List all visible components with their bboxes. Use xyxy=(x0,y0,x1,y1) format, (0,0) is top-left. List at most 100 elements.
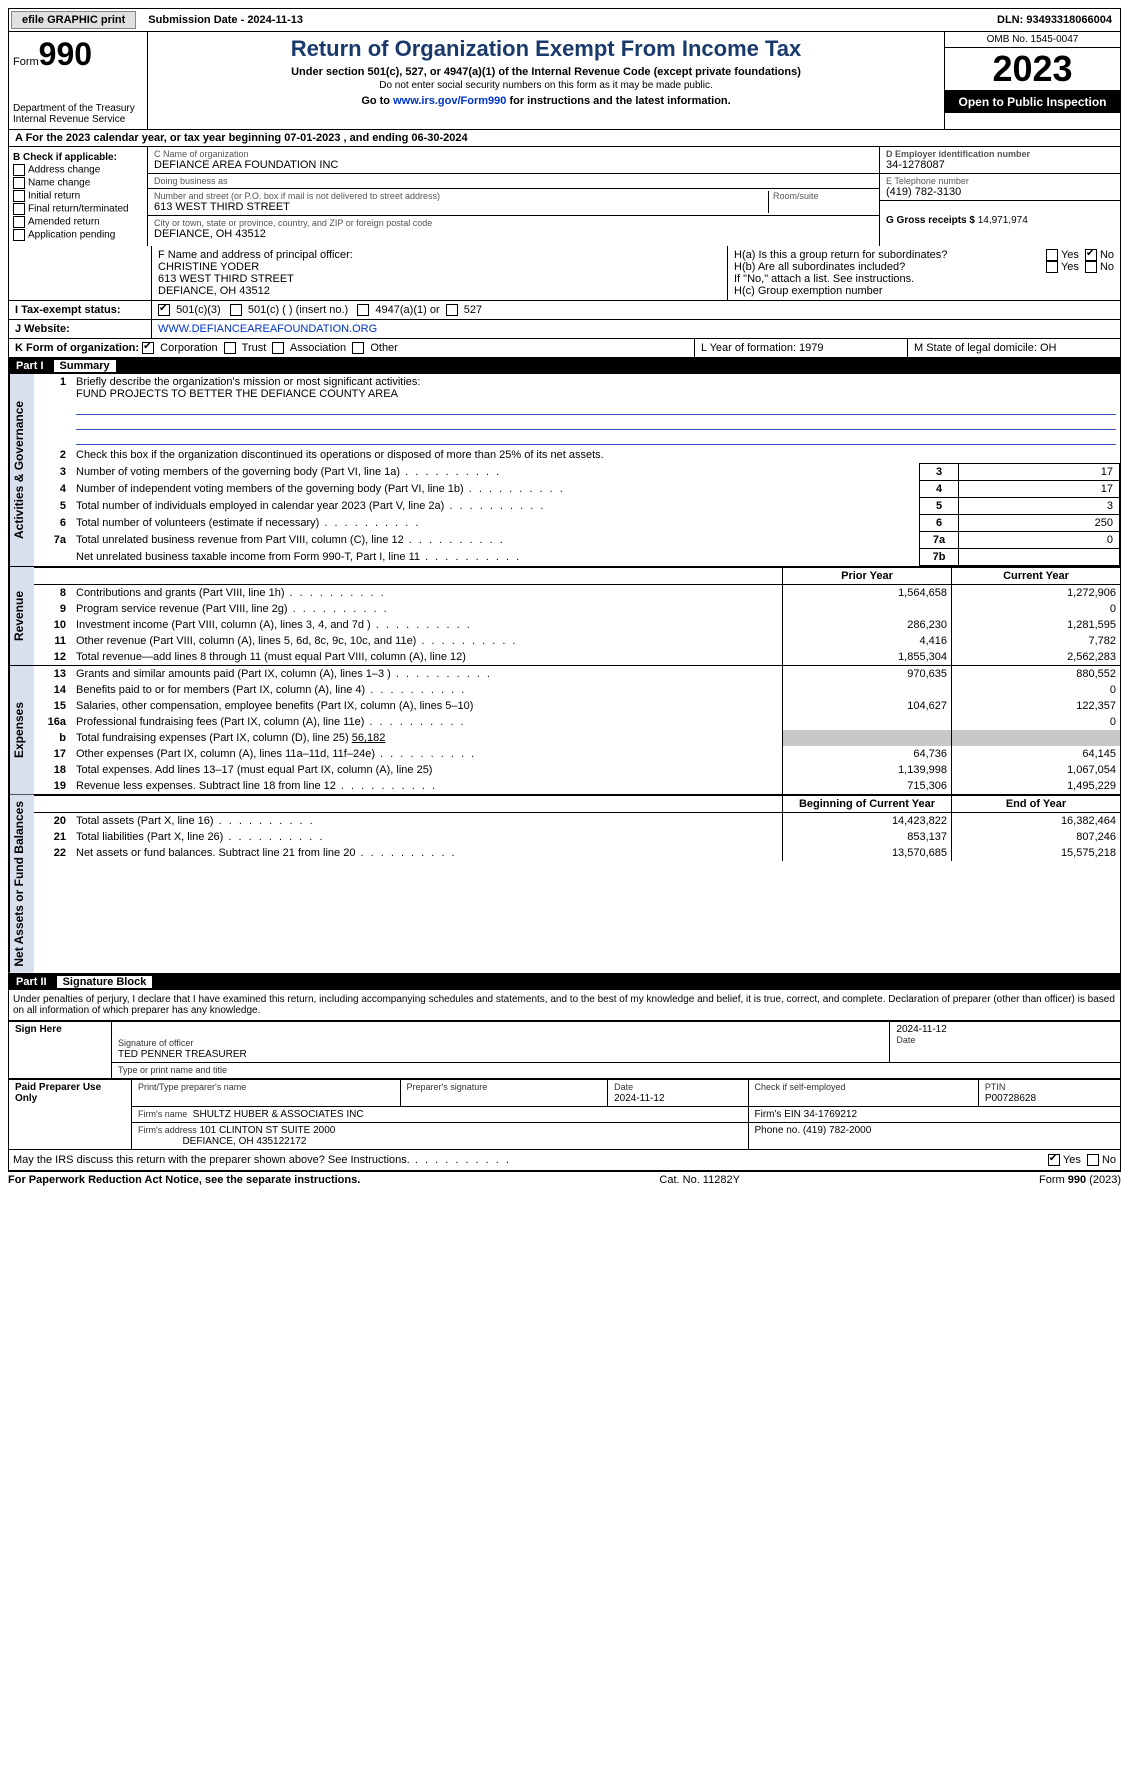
block-revenue: Revenue Prior YearCurrent Year 8Contribu… xyxy=(8,567,1121,666)
officer-sig-name: TED PENNER TREASURER xyxy=(118,1049,247,1060)
ha-no[interactable] xyxy=(1085,249,1097,261)
open-inspection-badge: Open to Public Inspection xyxy=(945,91,1120,113)
ein: 34-1278087 xyxy=(886,159,1114,171)
chk-initial-return[interactable] xyxy=(13,190,25,202)
val-4: 17 xyxy=(959,481,1120,498)
val-3: 17 xyxy=(959,464,1120,481)
exp-15-cy: 122,357 xyxy=(952,698,1121,714)
firm-phone: Phone no. (419) 782-2000 xyxy=(748,1122,1120,1149)
block-expenses: Expenses 13Grants and similar amounts pa… xyxy=(8,666,1121,795)
chk-app-pending[interactable] xyxy=(13,229,25,241)
chk-other[interactable] xyxy=(352,342,364,354)
block-governance: Activities & Governance 1 Briefly descri… xyxy=(8,374,1121,567)
ptin: P00728628 xyxy=(985,1093,1036,1104)
line-a-tax-year: A For the 2023 calendar year, or tax yea… xyxy=(8,130,1121,147)
part2-header: Part II Signature Block xyxy=(8,974,1121,990)
dept-label: Department of the Treasury Internal Reve… xyxy=(13,103,143,125)
rev-9-py xyxy=(783,601,952,617)
sidelabel-revenue: Revenue xyxy=(9,567,34,665)
form-subtitle: Under section 501(c), 527, or 4947(a)(1)… xyxy=(152,66,940,78)
firm-name: SHULTZ HUBER & ASSOCIATES INC xyxy=(193,1109,364,1120)
header-info-block: B Check if applicable: Address change Na… xyxy=(8,147,1121,246)
exp-14-cy: 0 xyxy=(952,682,1121,698)
sign-date: 2024-11-12 xyxy=(896,1024,946,1035)
rev-8-cy: 1,272,906 xyxy=(952,585,1121,602)
hb-no[interactable] xyxy=(1085,261,1097,273)
ha-yes[interactable] xyxy=(1046,249,1058,261)
row-j-website: J Website: WWW.DEFIANCEAREAFOUNDATION.OR… xyxy=(8,320,1121,339)
chk-527[interactable] xyxy=(446,304,458,316)
may-discuss-row: May the IRS discuss this return with the… xyxy=(8,1150,1121,1171)
telephone: (419) 782-3130 xyxy=(886,186,1114,198)
col-d-ein-tel: D Employer identification number 34-1278… xyxy=(880,147,1120,246)
chk-final-return[interactable] xyxy=(13,203,25,215)
exp-16a-py xyxy=(783,714,952,730)
exp-18-py: 1,139,998 xyxy=(783,762,952,778)
net-20-cy: 16,382,464 xyxy=(952,813,1121,830)
val-7b xyxy=(959,549,1120,566)
fundraising-exp: 56,182 xyxy=(352,732,386,744)
tax-year: 2023 xyxy=(945,48,1120,91)
exp-19-cy: 1,495,229 xyxy=(952,778,1121,794)
net-22-cy: 15,575,218 xyxy=(952,845,1121,861)
org-name: DEFIANCE AREA FOUNDATION INC xyxy=(154,159,873,171)
year-formation: L Year of formation: 1979 xyxy=(695,339,908,357)
ssn-warning: Do not enter social security numbers on … xyxy=(152,80,940,91)
gross-receipts: 14,971,974 xyxy=(978,215,1028,226)
form-header: Form990 Department of the Treasury Inter… xyxy=(8,32,1121,130)
dln-label: DLN: 93493318066004 xyxy=(997,14,1120,26)
chk-trust[interactable] xyxy=(224,342,236,354)
perjury-declaration: Under penalties of perjury, I declare th… xyxy=(8,990,1121,1021)
org-street: 613 WEST THIRD STREET xyxy=(154,201,768,213)
chk-4947[interactable] xyxy=(357,304,369,316)
rev-12-py: 1,855,304 xyxy=(783,649,952,665)
chk-501c[interactable] xyxy=(230,304,242,316)
row-i-status: I Tax-exempt status: 501(c)(3) 501(c) ( … xyxy=(8,301,1121,320)
firm-ein: Firm's EIN 34-1769212 xyxy=(748,1106,1120,1122)
net-21-py: 853,137 xyxy=(783,829,952,845)
sidelabel-netassets: Net Assets or Fund Balances xyxy=(9,795,34,973)
chk-name-change[interactable] xyxy=(13,177,25,189)
exp-17-cy: 64,145 xyxy=(952,746,1121,762)
efile-print-button[interactable]: efile GRAPHIC print xyxy=(11,11,136,29)
firm-addr: 101 CLINTON ST SUITE 2000 xyxy=(200,1125,336,1136)
row-k-form-org: K Form of organization: Corporation Trus… xyxy=(8,339,1121,358)
website-link[interactable]: WWW.DEFIANCEAREAFOUNDATION.ORG xyxy=(158,323,377,335)
row-f-h: F Name and address of principal officer:… xyxy=(8,246,1121,301)
top-toolbar: efile GRAPHIC print Submission Date - 20… xyxy=(8,8,1121,32)
chk-501c3[interactable] xyxy=(158,304,170,316)
form990-link[interactable]: www.irs.gov/Form990 xyxy=(393,95,506,107)
state-domicile: M State of legal domicile: OH xyxy=(908,339,1120,357)
chk-amended[interactable] xyxy=(13,216,25,228)
rev-8-py: 1,564,658 xyxy=(783,585,952,602)
form-number: Form990 xyxy=(13,36,143,73)
exp-13-cy: 880,552 xyxy=(952,666,1121,682)
form-title: Return of Organization Exempt From Incom… xyxy=(152,36,940,62)
net-21-cy: 807,246 xyxy=(952,829,1121,845)
hb-yes[interactable] xyxy=(1046,261,1058,273)
chk-corp[interactable] xyxy=(142,342,154,354)
col-c-name-address: C Name of organization DEFIANCE AREA FOU… xyxy=(148,147,880,246)
exp-19-py: 715,306 xyxy=(783,778,952,794)
officer-name: CHRISTINE YODER xyxy=(158,261,721,273)
may-yes[interactable] xyxy=(1048,1154,1060,1166)
block-net-assets: Net Assets or Fund Balances Beginning of… xyxy=(8,795,1121,974)
exp-17-py: 64,736 xyxy=(783,746,952,762)
val-5: 3 xyxy=(959,498,1120,515)
net-22-py: 13,570,685 xyxy=(783,845,952,861)
chk-address-change[interactable] xyxy=(13,164,25,176)
exp-14-py xyxy=(783,682,952,698)
omb-number: OMB No. 1545-0047 xyxy=(945,32,1120,48)
rev-12-cy: 2,562,283 xyxy=(952,649,1121,665)
prep-date: 2024-11-12 xyxy=(614,1093,664,1104)
page-footer: For Paperwork Reduction Act Notice, see … xyxy=(8,1171,1121,1186)
may-no[interactable] xyxy=(1087,1154,1099,1166)
chk-assoc[interactable] xyxy=(272,342,284,354)
exp-15-py: 104,627 xyxy=(783,698,952,714)
val-7a: 0 xyxy=(959,532,1120,549)
sidelabel-governance: Activities & Governance xyxy=(9,374,34,566)
mission-text: FUND PROJECTS TO BETTER THE DEFIANCE COU… xyxy=(76,388,398,400)
col-b-checkboxes: B Check if applicable: Address change Na… xyxy=(9,147,148,246)
rev-9-cy: 0 xyxy=(952,601,1121,617)
net-20-py: 14,423,822 xyxy=(783,813,952,830)
